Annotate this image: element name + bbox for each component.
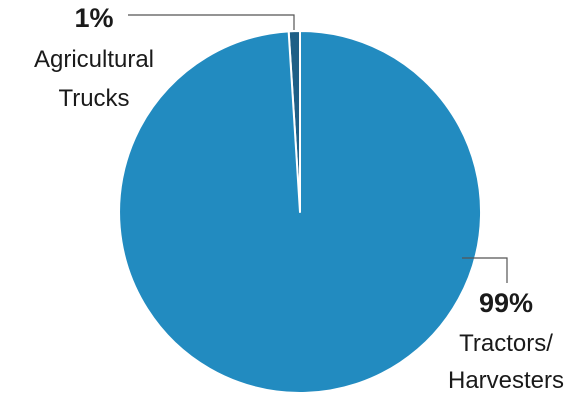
tractors-harvesters-percent: 99%	[479, 288, 533, 318]
pie-slice-tractors-harvesters	[118, 30, 482, 394]
agricultural-trucks-percent: 1%	[74, 3, 113, 33]
tractors-harvesters-label-line-2: Harvesters	[448, 367, 564, 394]
agricultural-trucks-label-line-2: Trucks	[58, 85, 129, 112]
leader-line-agricultural-trucks	[128, 14, 295, 30]
agricultural-trucks-label-line-1: Agricultural	[34, 46, 154, 73]
leader-line-tractors-harvesters	[462, 257, 508, 283]
tractors-harvesters-label-line-1: Tractors/	[459, 330, 553, 357]
pie-slices	[118, 30, 482, 394]
